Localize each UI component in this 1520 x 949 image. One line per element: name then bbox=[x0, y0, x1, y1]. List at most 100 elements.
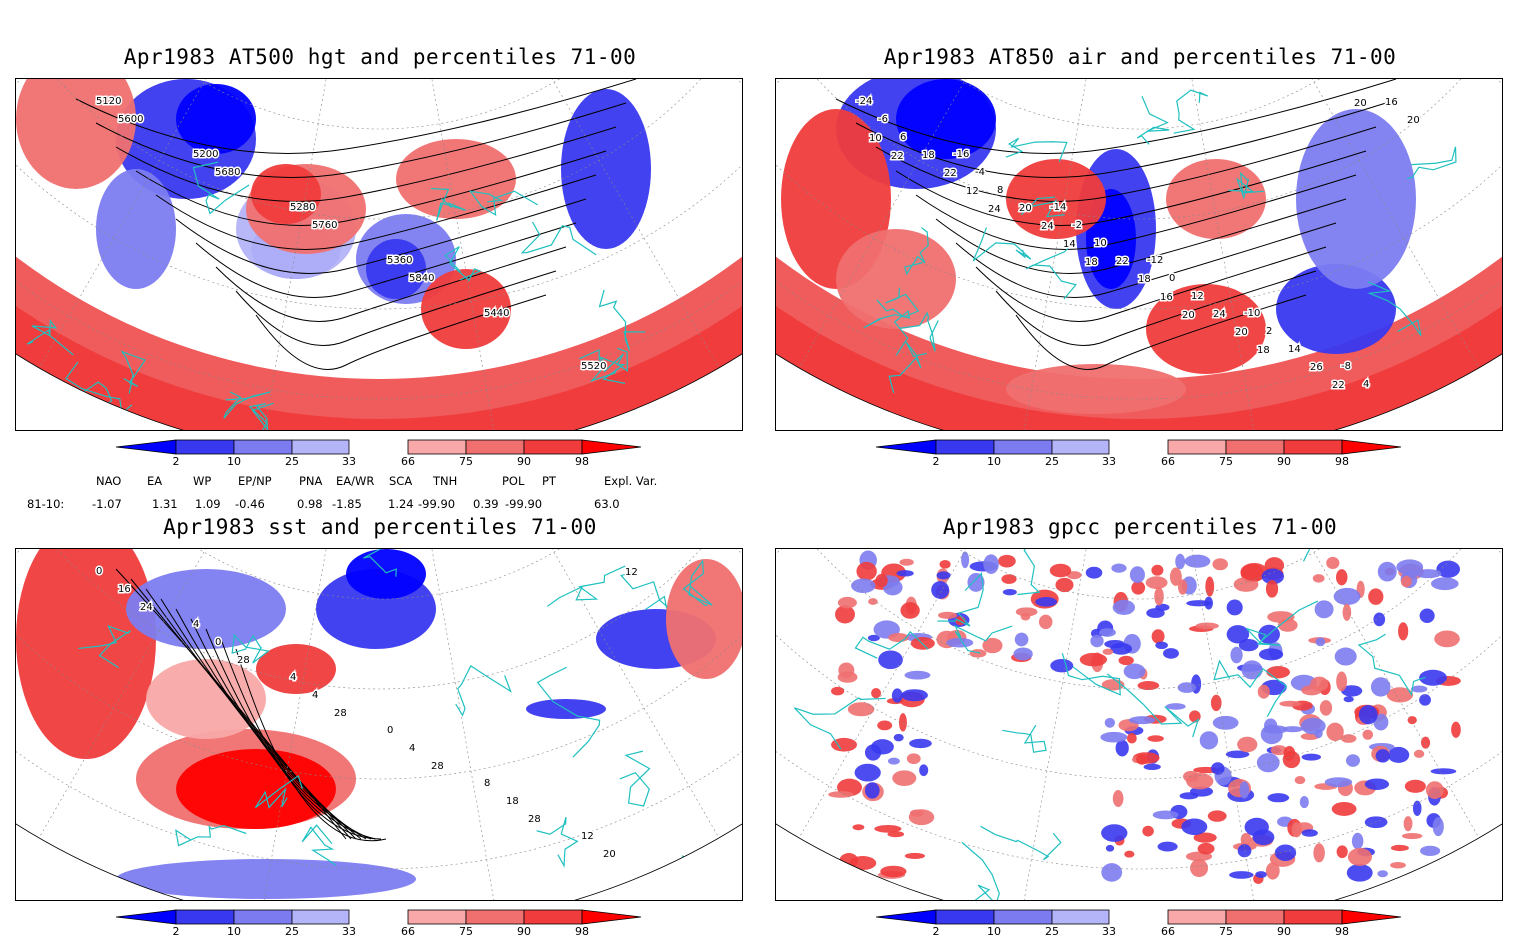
coastline bbox=[78, 625, 131, 669]
index-header: EA/WR bbox=[336, 474, 375, 488]
index-header: NAO bbox=[96, 474, 122, 488]
contour-line bbox=[175, 198, 587, 274]
graticule bbox=[378, 79, 498, 430]
coastline bbox=[254, 774, 303, 809]
colorbar-swatches bbox=[876, 909, 1402, 925]
colorbar-tick-label: 2 bbox=[932, 925, 940, 938]
contour-label: 20 bbox=[1354, 98, 1367, 109]
contour-line bbox=[895, 150, 1367, 226]
coastline bbox=[444, 246, 482, 282]
colorbar-tick-label: 75 bbox=[1219, 455, 1233, 468]
index-value: 0.39 bbox=[473, 497, 499, 511]
colorbar: 2 10 25 33 66 75 90 98 bbox=[116, 909, 646, 949]
colorbar: 2 10 25 33 66 75 90 98 bbox=[876, 909, 1406, 949]
colorbar-swatches bbox=[116, 909, 642, 925]
coastline bbox=[954, 624, 1013, 654]
colorbar-tick-label: 66 bbox=[1161, 925, 1175, 938]
contour-label: 14 bbox=[1288, 344, 1301, 355]
colorbar-tick-label: 25 bbox=[285, 455, 299, 468]
index-value: 1.31 bbox=[152, 497, 178, 511]
graticule bbox=[1138, 549, 1258, 900]
coastline bbox=[598, 289, 646, 351]
colorbar-tick-label: 25 bbox=[1045, 455, 1059, 468]
index-value: -1.85 bbox=[332, 497, 362, 511]
graticule bbox=[16, 79, 742, 220]
contour-label: 26 bbox=[1310, 362, 1323, 373]
map-panel-gpcc bbox=[775, 548, 1503, 901]
graticule bbox=[1138, 79, 1258, 430]
contour-label: 22 bbox=[1116, 256, 1129, 267]
contour-label: 20 bbox=[1407, 115, 1420, 126]
coastline bbox=[1025, 245, 1077, 300]
colorbar-tick-label: 98 bbox=[1335, 455, 1349, 468]
graticule bbox=[798, 79, 1140, 369]
contour-label: 0 bbox=[96, 566, 102, 577]
graticule bbox=[38, 79, 380, 369]
coastline bbox=[301, 824, 337, 866]
colorbar-tick-label: 33 bbox=[342, 455, 356, 468]
index-table: NAO EA WP EP/NP PNA EA/WR SCA TNH POL PT… bbox=[0, 474, 720, 514]
contour-label: -2 bbox=[1072, 220, 1082, 231]
coastline bbox=[455, 664, 512, 717]
panel-title-sst: Apr1983 sst and percentiles 71-00 bbox=[163, 515, 597, 539]
coastline bbox=[520, 221, 597, 256]
contour-label: -8 bbox=[1341, 361, 1351, 372]
contour-label: 5120 bbox=[96, 96, 121, 107]
contour-label: 10 bbox=[869, 133, 882, 144]
colorbar-tick-label: 90 bbox=[1277, 455, 1291, 468]
contour-label: 5280 bbox=[290, 202, 315, 213]
coastline bbox=[972, 227, 1032, 262]
index-value: 1.24 bbox=[388, 497, 414, 511]
contour-label: -4 bbox=[975, 167, 985, 178]
colorbar-tick-label: 10 bbox=[227, 925, 241, 938]
contour-label: -10 bbox=[1244, 308, 1260, 319]
contour-label: 16 bbox=[118, 584, 131, 595]
contour-label: 28 bbox=[334, 708, 347, 719]
coastline bbox=[854, 630, 929, 659]
contour-label: 20 bbox=[1019, 203, 1032, 214]
coastline bbox=[546, 565, 626, 607]
contour-line bbox=[235, 270, 557, 346]
contour-label: 4 bbox=[312, 690, 318, 701]
coastline bbox=[1406, 146, 1457, 180]
coastline bbox=[904, 227, 929, 276]
colorbar-tick-label: 75 bbox=[459, 925, 473, 938]
contour-label: 8 bbox=[997, 185, 1003, 196]
map-canvas-air850: -24-16-14-12-10-8-6-4-202468101214161820… bbox=[776, 79, 1502, 430]
map-panel-sst: 0 4 4 0 8 12 16 0 4 4 18 20 24 28 28 28 28 12 bbox=[15, 548, 743, 901]
index-value: -1.07 bbox=[92, 497, 122, 511]
colorbar-tick-label: 2 bbox=[172, 925, 180, 938]
coastline bbox=[231, 633, 270, 664]
contour-line bbox=[155, 174, 597, 250]
contour-label: 28 bbox=[237, 655, 250, 666]
index-header: PT bbox=[542, 474, 556, 488]
coastline bbox=[1020, 196, 1065, 218]
coastline bbox=[536, 817, 579, 868]
coastline bbox=[682, 559, 713, 607]
contour-label: 5760 bbox=[312, 220, 337, 231]
coastline bbox=[1173, 89, 1209, 134]
contour-label: 20 bbox=[1235, 327, 1248, 338]
coastline bbox=[793, 697, 886, 750]
colorbar: 2 10 25 33 66 75 90 98 bbox=[116, 439, 646, 479]
contour-label: 6 bbox=[900, 132, 906, 143]
colorbar-tick-label: 33 bbox=[1102, 925, 1116, 938]
contour-line bbox=[215, 246, 567, 322]
index-row-label: 81-10: bbox=[27, 497, 65, 511]
coastline bbox=[1136, 96, 1170, 145]
contour-label: 24 bbox=[988, 204, 1001, 215]
contour-label: 0 bbox=[387, 725, 393, 736]
map-canvas-sst: 0 4 4 0 8 12 16 0 4 4 18 20 24 28 28 28 28 12 bbox=[16, 549, 742, 900]
index-header: WP bbox=[193, 474, 212, 488]
coastline bbox=[192, 161, 250, 215]
contour-label: 12 bbox=[581, 831, 594, 842]
graticule bbox=[16, 549, 742, 690]
contour-line bbox=[135, 150, 607, 226]
contour-line bbox=[835, 79, 1397, 154]
coastline bbox=[1213, 659, 1288, 718]
graticule bbox=[378, 79, 720, 369]
map-canvas-hgt500: 5120 5200 5280 5360 5440 5520 5600 5680 5760 5840 bbox=[16, 79, 742, 430]
contour-label: 18 bbox=[506, 796, 519, 807]
colorbar-tick-label: 90 bbox=[517, 925, 531, 938]
coastline bbox=[619, 750, 651, 807]
